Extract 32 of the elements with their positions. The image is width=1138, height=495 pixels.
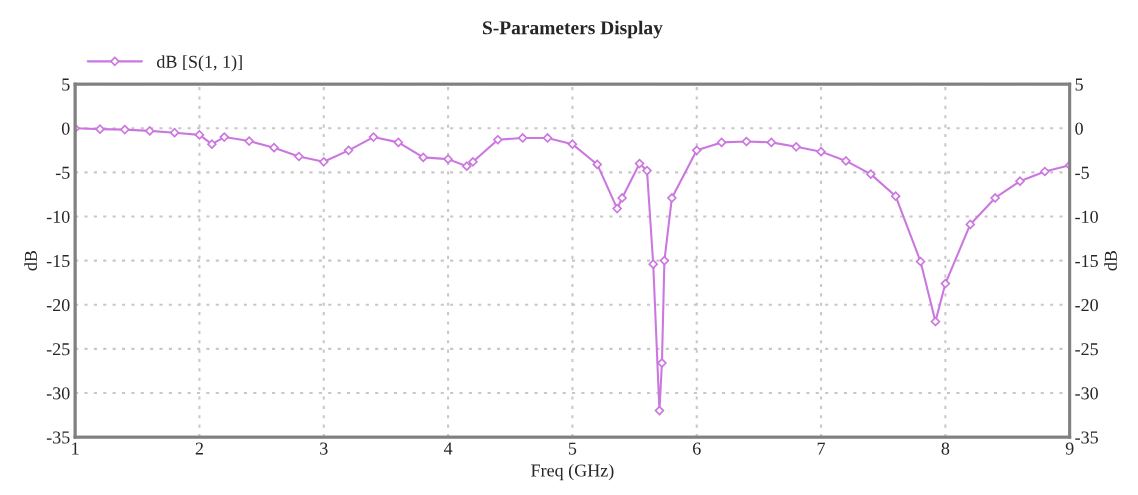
x-axis-title: Freq (GHz) <box>531 463 614 481</box>
x-tick-label: 3 <box>320 442 328 455</box>
y2-axis-title: dB <box>1104 250 1117 271</box>
y2-tick-label: -15 <box>1075 254 1098 268</box>
x-tick-label: 2 <box>195 442 203 455</box>
y2-tick-label: -25 <box>1075 343 1098 356</box>
y2-tick-label: 5 <box>1075 78 1083 91</box>
legend-label: dB [S(1, 1)] <box>157 55 242 72</box>
x-tick-label: 8 <box>941 442 950 455</box>
y2-tick-label: -10 <box>1075 210 1098 223</box>
y-axis-title: dB <box>24 250 37 271</box>
y-tick-label: -35 <box>46 431 70 444</box>
x-tick-label: 7 <box>817 442 826 455</box>
y-tick-label: 0 <box>61 122 70 135</box>
y2-tick-label: -20 <box>1075 298 1098 312</box>
y-tick-label: -20 <box>46 298 70 312</box>
x-tick-label: 1 <box>72 442 79 455</box>
x-tick-label: 4 <box>443 442 453 455</box>
y-tick-label: -5 <box>55 166 70 179</box>
chart-title: S-Parameters Display <box>483 20 663 39</box>
x-tick-label: 9 <box>1065 442 1074 455</box>
y2-tick-label: -5 <box>1075 166 1089 179</box>
y-tick-label: -10 <box>46 210 70 223</box>
y2-tick-label: -35 <box>1075 431 1098 444</box>
y-tick-label: -15 <box>46 254 70 268</box>
y2-tick-label: -30 <box>1075 387 1098 400</box>
x-tick-label: 5 <box>568 442 577 455</box>
x-tick-label: 6 <box>693 442 701 455</box>
y2-tick-label: 0 <box>1075 122 1083 135</box>
y-tick-label: -30 <box>46 387 70 400</box>
y-tick-label: 5 <box>62 78 70 91</box>
y-tick-label: -25 <box>46 343 70 356</box>
